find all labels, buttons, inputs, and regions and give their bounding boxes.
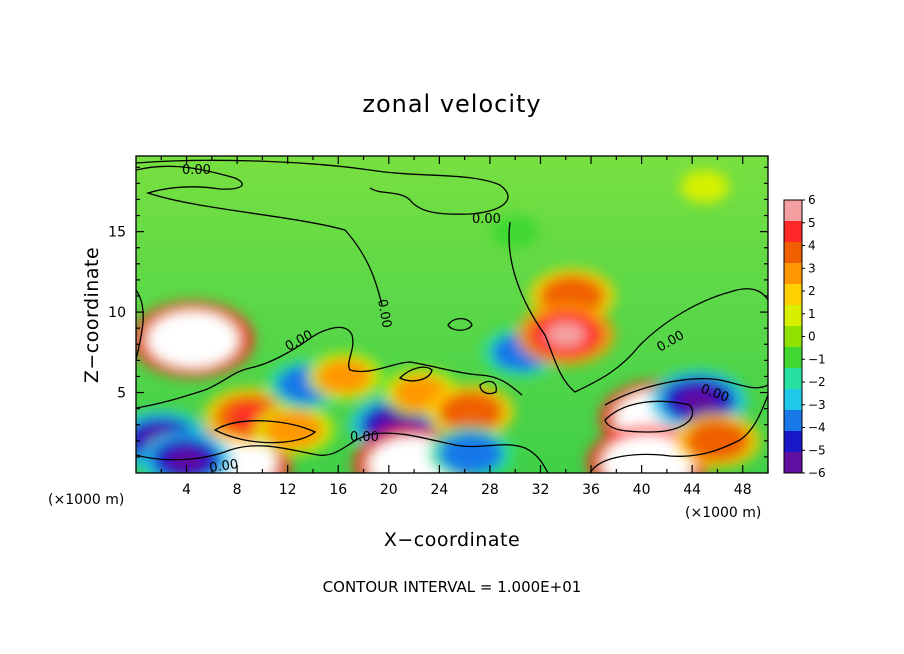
y-tick-label: 5 xyxy=(117,386,126,402)
x-axis-ticks: 4 8 12 16 20 24 28 32 36 40 44 48 xyxy=(160,156,769,498)
colorbar-label: −4 xyxy=(808,421,826,435)
heat-field xyxy=(136,169,761,473)
contour-label: 0.00 xyxy=(472,212,501,227)
colorbar-swatch xyxy=(784,200,802,222)
heat-core xyxy=(389,449,440,473)
heat-blob xyxy=(317,358,373,395)
contour-line-right-upper xyxy=(604,378,768,406)
colorbar-label: −1 xyxy=(808,352,826,366)
zero-contours xyxy=(136,159,768,473)
contour-line-right xyxy=(589,394,768,473)
contour-loop-4 xyxy=(213,420,317,444)
heat-core xyxy=(545,321,586,348)
x-tick-label: 28 xyxy=(481,482,499,498)
heat-blob xyxy=(685,420,750,462)
contour-loop-1 xyxy=(447,317,473,331)
colorbar-label: 1 xyxy=(808,307,816,321)
x-tick-label: 44 xyxy=(683,482,701,498)
x-tick-label: 40 xyxy=(633,482,651,498)
x-tick-label: 4 xyxy=(182,482,191,498)
heat-blob xyxy=(438,433,503,473)
heat-core xyxy=(167,323,218,355)
colorbar-label: −3 xyxy=(808,398,826,412)
y-axis-ticks: 5 10 15 xyxy=(108,166,768,458)
contour-label: 0.00 xyxy=(350,430,379,445)
heat-core xyxy=(167,448,206,473)
colorbar-label: −2 xyxy=(808,375,826,389)
colorbar-swatch xyxy=(784,242,802,264)
y-tick-label: 15 xyxy=(108,225,126,241)
x-tick-label: 8 xyxy=(233,482,242,498)
contour-line-mid xyxy=(508,221,768,393)
colorbar-swatch xyxy=(784,305,802,327)
y-axis-label: Z−coordinate xyxy=(81,247,103,383)
x-tick-label: 12 xyxy=(279,482,297,498)
colorbar-label: 0 xyxy=(808,330,816,344)
colorbar-swatch xyxy=(784,284,802,306)
colorbar-label: −5 xyxy=(808,443,826,457)
colorbar-label: −6 xyxy=(808,466,826,480)
colorbar-label: 6 xyxy=(808,193,816,207)
x-tick-label: 16 xyxy=(329,482,347,498)
colorbar-label: 2 xyxy=(808,284,816,298)
colorbar-swatch xyxy=(784,410,802,432)
contour-label: 0.00 xyxy=(182,163,211,178)
heat-blob xyxy=(264,410,324,449)
colorbar: 6 5 4 3 2 1 0 −1 −2 −3 −4 −5 −6 xyxy=(783,193,826,480)
contour-loop-3 xyxy=(604,400,694,433)
colorbar-label: 3 xyxy=(808,261,816,275)
contour-label: 0.00 xyxy=(374,298,394,329)
chart-title: zonal velocity xyxy=(362,90,541,118)
colorbar-swatch xyxy=(784,326,802,348)
x-tick-label: 36 xyxy=(582,482,600,498)
contour-line-bottom xyxy=(136,432,549,473)
x-unit-left: (×1000 m) xyxy=(48,492,124,508)
colorbar-label: 5 xyxy=(808,216,816,230)
colorbar-swatch xyxy=(784,452,802,474)
contour-line-top xyxy=(136,159,509,215)
plot-frame xyxy=(135,155,769,474)
contour-labels: 0.00 0.00 0.00 0.00 0.00 0.00 0.00 0.00 xyxy=(182,163,731,476)
x-tick-label: 24 xyxy=(430,482,448,498)
x-unit-right: (×1000 m) xyxy=(685,505,761,521)
y-tick-label: 10 xyxy=(108,305,126,321)
colorbar-swatch xyxy=(784,221,802,243)
colorbar-swatch xyxy=(784,347,802,369)
contour-line-lower-left xyxy=(136,326,523,409)
heat-core xyxy=(622,447,673,473)
x-tick-label: 32 xyxy=(532,482,550,498)
colorbar-swatch xyxy=(784,389,802,411)
colorbar-swatch xyxy=(784,368,802,390)
colorbar-label: 4 xyxy=(808,239,816,253)
contour-loop-5 xyxy=(479,380,497,395)
contour-label: 0.00 xyxy=(208,457,239,476)
heat-blob xyxy=(438,391,503,433)
heat-blob xyxy=(496,219,534,245)
heat-core xyxy=(678,387,719,414)
colorbar-swatch xyxy=(784,431,802,453)
x-tick-label: 20 xyxy=(380,482,398,498)
x-tick-label: 48 xyxy=(734,482,752,498)
heat-blob xyxy=(686,173,724,200)
contour-line-upper xyxy=(136,165,383,306)
colorbar-swatch xyxy=(784,263,802,285)
contour-interval-note: CONTOUR INTERVAL = 1.000E+01 xyxy=(323,578,582,596)
x-axis-label: X−coordinate xyxy=(384,529,520,551)
contour-loop-2 xyxy=(398,366,433,382)
